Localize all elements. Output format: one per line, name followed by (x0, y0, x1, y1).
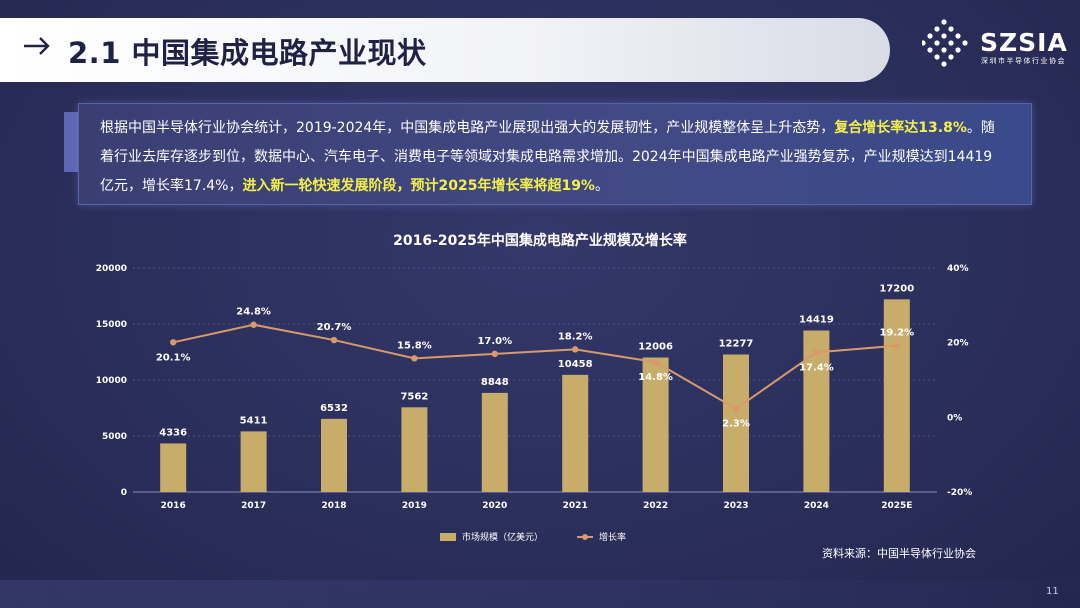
growth-rate-label: 17.4% (799, 362, 834, 373)
growth-rate-label: 14.8% (638, 372, 673, 383)
summary-highlight-1: 复合增长率达13.8% (834, 120, 967, 136)
y-right-tick-label: 40% (947, 264, 969, 274)
logo-subtitle: 深圳市半导体行业协会 (981, 57, 1066, 65)
growth-rate-point (813, 349, 820, 356)
growth-rate-point (330, 336, 338, 344)
summary-part-1: 根据中国半导体行业协会统计，2019-2024年，中国集成电路产业展现出强大的发… (100, 120, 835, 136)
szsia-logo (922, 19, 968, 67)
y-left-tick-label: 0 (121, 488, 127, 498)
bottom-band (0, 580, 1080, 608)
bar-value-label: 5411 (240, 415, 268, 426)
bar (481, 392, 508, 492)
growth-rate-label: 17.0% (477, 336, 512, 347)
bar-value-label: 17200 (879, 283, 914, 294)
growth-rate-point (572, 346, 579, 353)
bar (160, 443, 187, 492)
bar (642, 357, 669, 492)
summary-text: 根据中国半导体行业协会统计，2019-2024年，中国集成电路产业展现出强大的发… (100, 114, 1000, 201)
bar-value-label: 10458 (558, 359, 593, 370)
summary-box (78, 103, 1032, 205)
growth-rate-point (250, 321, 257, 328)
legend-bar-label: 市场规模（亿美元） (462, 533, 544, 543)
x-tick-label: 2016 (161, 501, 186, 511)
bar-value-label: 6532 (320, 403, 348, 414)
bar-value-label: 7562 (400, 391, 428, 402)
y-left-tick-label: 20000 (96, 264, 127, 274)
bar-value-label: 12277 (719, 338, 754, 349)
bar (883, 299, 910, 492)
growth-rate-line (172, 323, 897, 410)
growth-rate-point (652, 358, 659, 366)
bar (240, 431, 267, 492)
summary-part-2: 。随着行业去库存逐步到位，数据中心、汽车电子、消费电子等领域对集成电路需求增加。… (100, 120, 995, 194)
bar (321, 418, 347, 492)
growth-rate-label: 24.8% (236, 307, 271, 318)
x-tick-label: 2017 (241, 501, 266, 511)
growth-rate-point (732, 405, 740, 412)
summary-accent (64, 112, 78, 172)
y-right-tick-label: 20% (947, 339, 969, 349)
legend-bar-swatch (440, 532, 456, 541)
y-left-tick-label: 15000 (96, 320, 127, 330)
y-left-tick-label: 10000 (96, 376, 127, 386)
title-bar (0, 18, 890, 82)
page-number: 11 (1046, 586, 1059, 597)
x-tick-label: 2024 (804, 501, 829, 511)
y-left-tick-label: 5000 (102, 432, 127, 442)
growth-rate-label: 20.1% (156, 352, 191, 363)
growth-rate-point (411, 355, 418, 362)
legend-line-label: 增长率 (599, 533, 627, 543)
source-note: 资料来源：中国半导体行业协会 (822, 547, 976, 560)
summary-part-3: 。 (594, 178, 609, 194)
x-tick-label: 2022 (643, 501, 668, 511)
growth-rate-label: 19.2% (879, 328, 914, 339)
x-tick-label: 2021 (563, 501, 588, 511)
bar-value-label: 14419 (799, 315, 834, 326)
bar (562, 374, 589, 492)
bar-value-label: 12006 (638, 342, 673, 353)
chart-legend: 市场规模（亿美元） 增长率 (440, 530, 626, 543)
growth-rate-label: 20.7% (317, 322, 352, 333)
arrow-right-icon (24, 37, 50, 55)
x-tick-label: 2019 (402, 501, 427, 511)
page-title: 2.1 中国集成电路产业现状 (68, 36, 427, 70)
bar-value-label: 4336 (159, 427, 187, 438)
y-right-tick-label: -20% (947, 488, 972, 498)
x-tick-label: 2025E (881, 501, 912, 511)
growth-rate-point (491, 350, 498, 358)
growth-rate-label: 2.3% (722, 419, 750, 430)
x-tick-label: 2020 (482, 501, 507, 511)
bar (723, 354, 749, 492)
y-right-tick-label: 0% (947, 413, 962, 423)
logo-text: SZSIA (980, 28, 1068, 57)
growth-rate-label: 15.8% (397, 340, 432, 351)
chart-title: 2016-2025年中国集成电路产业规模及增长率 (393, 233, 687, 249)
bar (401, 407, 428, 492)
growth-rate-point (170, 339, 177, 346)
growth-rate-point (893, 342, 900, 349)
summary-highlight-2: 进入新一轮快速发展阶段，预计2025年增长率将超19% (242, 178, 595, 194)
growth-rate-label: 18.2% (558, 331, 593, 342)
bar-value-label: 8848 (481, 377, 509, 388)
legend-line-swatch (577, 533, 594, 540)
x-tick-label: 2023 (723, 501, 748, 511)
x-tick-label: 2018 (321, 501, 346, 511)
